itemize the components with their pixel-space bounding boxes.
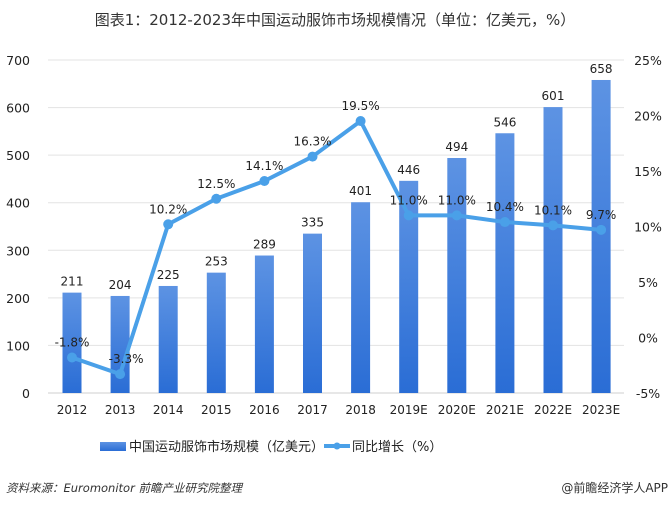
line-value-label: 9.7%: [586, 208, 617, 222]
bar-value-label: 494: [445, 140, 468, 154]
bar: [158, 285, 178, 393]
bar-value-label: 601: [542, 89, 565, 103]
line-point: [596, 224, 607, 235]
line-value-label: 11.0%: [390, 193, 428, 207]
bar-value-label: 546: [493, 115, 516, 129]
line-value-label: 12.5%: [197, 177, 235, 191]
left-tick-label: 600: [6, 101, 30, 116]
left-tick-label: 300: [6, 243, 30, 258]
line-value-label: 14.1%: [245, 159, 283, 173]
bar: [399, 180, 419, 393]
bar-series: 211 204 225 253 289 335 401 446 494 546 601 658: [61, 62, 613, 394]
line-point: [451, 210, 462, 221]
x-tick-label: 2020E: [438, 403, 476, 417]
line-value-label: 11.0%: [438, 193, 476, 207]
bar: [206, 272, 226, 393]
line-point: [115, 369, 126, 380]
x-tick-label: 2018: [345, 403, 376, 417]
bar: [351, 202, 371, 393]
line-point: [307, 151, 318, 162]
left-tick-label: 100: [6, 338, 30, 353]
credit: @前瞻经济学人APP: [561, 480, 668, 495]
right-tick-label: 0%: [638, 331, 658, 346]
left-tick-label: 700: [6, 53, 30, 68]
line-value-label: 10.1%: [534, 203, 572, 217]
x-tick-label: 2014: [153, 403, 184, 417]
line-point: [211, 193, 222, 204]
right-tick-label: 15%: [634, 164, 662, 179]
growth-line: [71, 119, 602, 377]
x-tick-label: 2019E: [390, 403, 428, 417]
bar-value-label: 211: [61, 275, 84, 289]
line-value-label: 16.3%: [293, 135, 331, 149]
bar: [110, 295, 130, 393]
x-tick-label: 2017: [297, 403, 328, 417]
x-tick-label: 2015: [201, 403, 232, 417]
bar-value-label: 289: [253, 238, 276, 252]
bar: [495, 133, 515, 393]
gridlines: [48, 59, 624, 394]
bar: [591, 79, 611, 393]
bar-value-label: 335: [301, 216, 324, 230]
line-series: -1.8% -3.3% 10.2% 12.5% 14.1% 16.3% 19.5% 11.0%…: [55, 99, 617, 380]
x-tick-label: 2021E: [486, 403, 524, 417]
bar: [543, 107, 563, 394]
source-note: 资料来源：Euromonitor 前瞻产业研究院整理: [6, 481, 243, 495]
left-tick-label: 500: [6, 148, 30, 163]
right-tick-label: 25%: [634, 53, 662, 68]
x-tick-label: 2023E: [582, 403, 620, 417]
bar-value-label: 446: [397, 163, 420, 177]
x-tick-label: 2022E: [534, 403, 572, 417]
bar: [303, 233, 322, 393]
line-point: [67, 352, 77, 363]
legend: 中国运动服饰市场规模（亿美元） 同比增长（%）: [100, 439, 442, 455]
line-point: [403, 210, 414, 221]
axes: 0 100 200 300 400 500 600 700 -5% 0% 5% 10% 15% 20% 25…: [6, 53, 662, 417]
left-tick-label: 200: [6, 291, 30, 306]
line-value-label: -3.3%: [109, 352, 144, 366]
x-tick-label: 2016: [249, 403, 280, 417]
bar: [62, 292, 82, 393]
legend-line-marker: [333, 442, 341, 450]
x-tick-label: 2012: [57, 403, 88, 417]
left-tick-label: 0: [22, 386, 30, 401]
bar: [254, 255, 274, 393]
right-tick-label: 20%: [634, 109, 662, 124]
line-value-label: 10.2%: [149, 202, 187, 216]
line-value-label: 10.4%: [486, 200, 524, 214]
right-tick-label: 5%: [638, 275, 658, 290]
bar-value-label: 253: [205, 255, 228, 269]
legend-line-label: 同比增长（%）: [352, 440, 442, 455]
chart-title: 图表1：2012-2023年中国运动服饰市场规模情况（单位：亿美元，%）: [95, 11, 576, 29]
bar-value-label: 204: [109, 278, 132, 292]
line-point: [355, 116, 366, 127]
line-point: [163, 219, 174, 230]
right-tick-label: 10%: [634, 220, 662, 235]
bar-value-label: 225: [157, 268, 180, 282]
line-value-label: -1.8%: [55, 335, 90, 349]
right-tick-label: -5%: [636, 386, 660, 401]
line-point: [259, 175, 270, 186]
left-tick-label: 400: [6, 196, 30, 211]
x-tick-label: 2013: [105, 403, 136, 417]
line-value-label: 19.5%: [342, 99, 380, 113]
bar-value-label: 401: [349, 184, 372, 198]
line-point: [499, 217, 510, 228]
line-point: [548, 220, 558, 231]
legend-bar-label: 中国运动服饰市场规模（亿美元）: [129, 439, 324, 455]
bar-value-label: 658: [590, 62, 613, 76]
legend-bar-swatch: [100, 442, 126, 451]
